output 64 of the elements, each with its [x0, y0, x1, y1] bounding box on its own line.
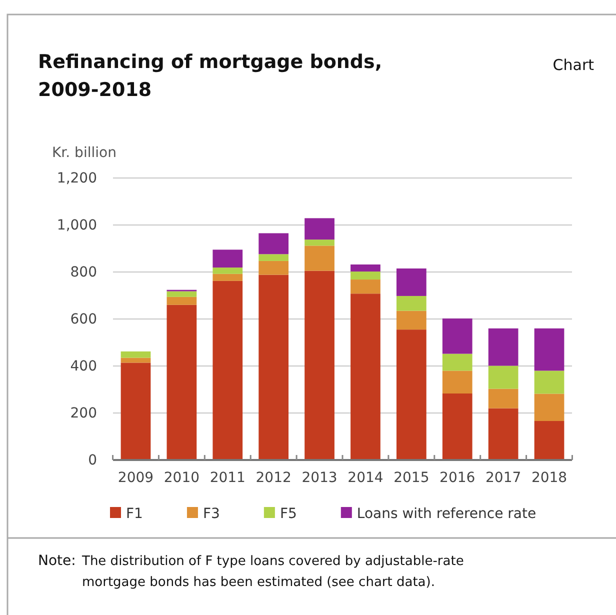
y-tick-label: 600	[70, 311, 97, 328]
x-tick-label: 2013	[302, 470, 338, 486]
bar	[120, 358, 151, 363]
y-tick-label: 1,200	[56, 170, 97, 186]
y-tick-label: 800	[70, 264, 97, 280]
x-tick-label: 2014	[348, 470, 384, 486]
bar	[488, 328, 518, 366]
bar	[258, 233, 289, 254]
text: Note:	[38, 553, 76, 569]
bar	[212, 250, 243, 268]
x-tick-label: 2010	[164, 470, 200, 486]
x-tick-label: 2017	[485, 470, 522, 486]
bar	[212, 274, 243, 281]
bar	[534, 328, 564, 371]
chart-title: Refinancing of mortgage bonds, 2009-2018	[38, 51, 382, 101]
bar	[166, 296, 197, 305]
bar	[488, 366, 518, 389]
bar	[442, 318, 472, 354]
bar	[258, 274, 289, 460]
x-tick-label: 2018	[531, 470, 568, 486]
bar	[350, 264, 380, 272]
y-tick-label: 400	[70, 358, 97, 374]
x-tick-label: 2015	[394, 470, 430, 486]
x-tick-label: 2009	[118, 470, 154, 486]
bar	[304, 270, 334, 460]
legend-label: F3	[202, 506, 220, 522]
y-tick-label: 200	[70, 405, 97, 422]
bar	[396, 268, 426, 296]
bar	[304, 240, 334, 246]
bar	[212, 268, 243, 274]
bar	[350, 280, 380, 294]
bar	[488, 388, 518, 408]
text: The distribution of F type loans covered by adjustable-rate mortgage bonds has been estimated (see chart data).	[81, 554, 464, 590]
bar	[350, 272, 380, 280]
bar	[534, 370, 564, 394]
bar	[166, 291, 197, 297]
bar	[488, 408, 518, 460]
bar	[442, 354, 472, 371]
bar	[258, 254, 289, 261]
bar	[396, 330, 426, 460]
bar	[258, 260, 289, 275]
bar	[442, 370, 472, 394]
bar	[120, 362, 151, 460]
bar	[166, 304, 197, 460]
bar	[212, 280, 243, 460]
y-axis-title: Kr. billion	[52, 145, 116, 161]
x-tick-label: 2012	[256, 470, 292, 486]
y-tick-label: 1,000	[56, 217, 97, 234]
bar	[120, 351, 151, 358]
bar	[534, 420, 564, 460]
bar	[396, 310, 426, 330]
legend-label: F5	[280, 506, 297, 522]
bar	[304, 218, 334, 240]
legend-label: F1	[126, 506, 143, 522]
bar	[396, 296, 426, 311]
text: Chart	[552, 56, 594, 74]
legend-label: Loans with reference rate	[356, 506, 536, 522]
bar	[350, 294, 380, 460]
y-tick-label: 0	[88, 452, 97, 468]
bar	[304, 246, 334, 271]
x-tick-label: 2011	[210, 470, 246, 486]
bar	[534, 394, 564, 421]
bar	[442, 393, 472, 460]
x-tick-label: 2016	[440, 470, 476, 486]
